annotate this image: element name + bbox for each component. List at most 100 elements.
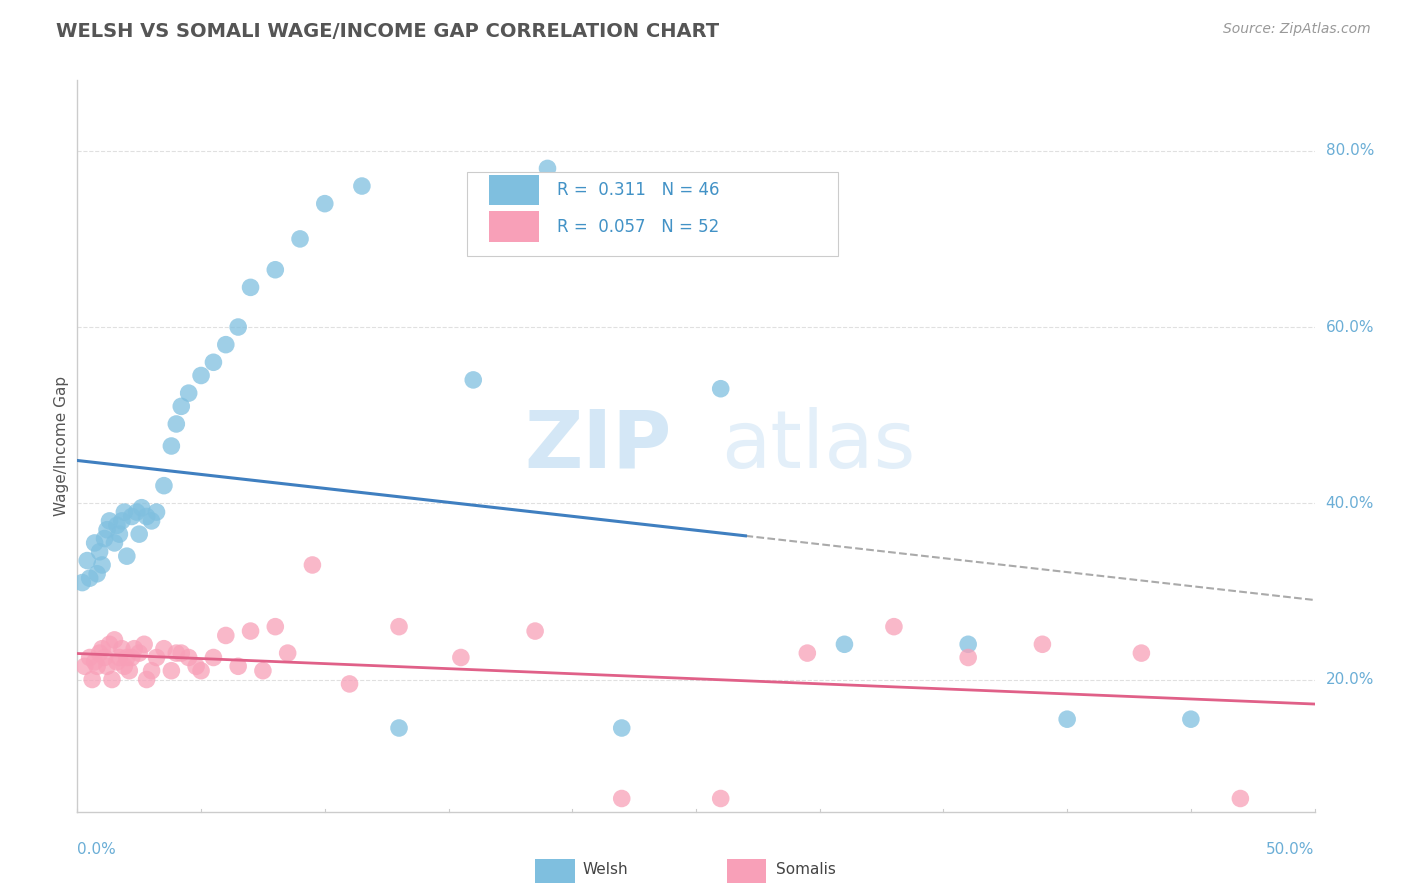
Point — [89, 646, 111, 660]
Text: 60.0%: 60.0% — [1326, 319, 1374, 334]
Point — [226, 320, 249, 334]
Point — [1031, 637, 1053, 651]
Text: 0.0%: 0.0% — [77, 842, 117, 857]
Point — [314, 196, 336, 211]
Point — [177, 386, 200, 401]
Point — [226, 659, 249, 673]
Point — [184, 659, 207, 673]
Point — [252, 664, 274, 678]
Point — [86, 566, 108, 581]
Point — [215, 628, 238, 642]
Point — [83, 536, 105, 550]
Point — [108, 650, 131, 665]
Text: Source: ZipAtlas.com: Source: ZipAtlas.com — [1223, 22, 1371, 37]
Text: ZIP: ZIP — [524, 407, 671, 485]
Point — [98, 637, 121, 651]
Point — [83, 655, 105, 669]
Point — [82, 673, 104, 687]
FancyBboxPatch shape — [727, 859, 766, 883]
Point — [115, 650, 138, 665]
Point — [1180, 712, 1202, 726]
Point — [350, 179, 373, 194]
Point — [103, 632, 125, 647]
Point — [128, 527, 150, 541]
Point — [91, 641, 114, 656]
Point — [135, 509, 157, 524]
Point — [93, 650, 115, 665]
Point — [76, 553, 98, 567]
Point — [165, 646, 187, 660]
FancyBboxPatch shape — [467, 171, 838, 256]
Point — [112, 659, 135, 673]
Point — [170, 646, 193, 660]
Point — [93, 532, 115, 546]
Point — [796, 646, 818, 660]
Point — [264, 620, 287, 634]
Text: 80.0%: 80.0% — [1326, 144, 1374, 158]
Point — [141, 664, 163, 678]
Point — [239, 280, 262, 294]
Point — [610, 791, 633, 805]
Point — [73, 659, 96, 673]
Point — [141, 514, 163, 528]
Point — [135, 673, 157, 687]
Point — [72, 575, 94, 590]
Text: Welsh: Welsh — [582, 862, 627, 877]
Text: R =  0.057   N = 52: R = 0.057 N = 52 — [557, 218, 720, 235]
Point — [108, 527, 131, 541]
Point — [170, 400, 193, 414]
Point — [145, 650, 167, 665]
Point — [111, 641, 134, 656]
Point — [215, 337, 238, 351]
Point — [1056, 712, 1078, 726]
Point — [153, 641, 176, 656]
Point — [834, 637, 856, 651]
Point — [89, 545, 111, 559]
Text: R =  0.311   N = 46: R = 0.311 N = 46 — [557, 181, 720, 199]
Point — [79, 571, 101, 585]
Point — [190, 368, 212, 383]
Text: atlas: atlas — [721, 407, 915, 485]
Point — [122, 641, 145, 656]
Point — [111, 514, 134, 528]
Point — [1229, 791, 1251, 805]
Point — [118, 664, 141, 678]
Text: 40.0%: 40.0% — [1326, 496, 1374, 511]
Point — [98, 514, 121, 528]
Point — [160, 664, 183, 678]
Point — [288, 232, 311, 246]
Point — [177, 650, 200, 665]
Point — [239, 624, 262, 638]
Point — [145, 505, 167, 519]
Point — [883, 620, 905, 634]
Point — [160, 439, 183, 453]
Point — [105, 655, 128, 669]
FancyBboxPatch shape — [489, 175, 538, 205]
Point — [388, 721, 411, 735]
Point — [301, 558, 323, 572]
Point — [153, 478, 176, 492]
Point — [202, 650, 225, 665]
Point — [165, 417, 187, 431]
Point — [115, 549, 138, 563]
Point — [79, 650, 101, 665]
Point — [112, 505, 135, 519]
Point — [121, 509, 143, 524]
Point — [86, 659, 108, 673]
Point — [957, 650, 980, 665]
Point — [277, 646, 299, 660]
FancyBboxPatch shape — [536, 859, 575, 883]
Point — [131, 500, 153, 515]
Point — [96, 523, 118, 537]
Point — [463, 373, 485, 387]
Point — [96, 659, 118, 673]
Point — [388, 620, 411, 634]
Point — [536, 161, 558, 176]
Point — [1130, 646, 1153, 660]
Text: Somalis: Somalis — [776, 862, 837, 877]
Point — [957, 637, 980, 651]
Point — [91, 558, 114, 572]
Y-axis label: Wage/Income Gap: Wage/Income Gap — [53, 376, 69, 516]
Text: 20.0%: 20.0% — [1326, 672, 1374, 687]
Point — [202, 355, 225, 369]
